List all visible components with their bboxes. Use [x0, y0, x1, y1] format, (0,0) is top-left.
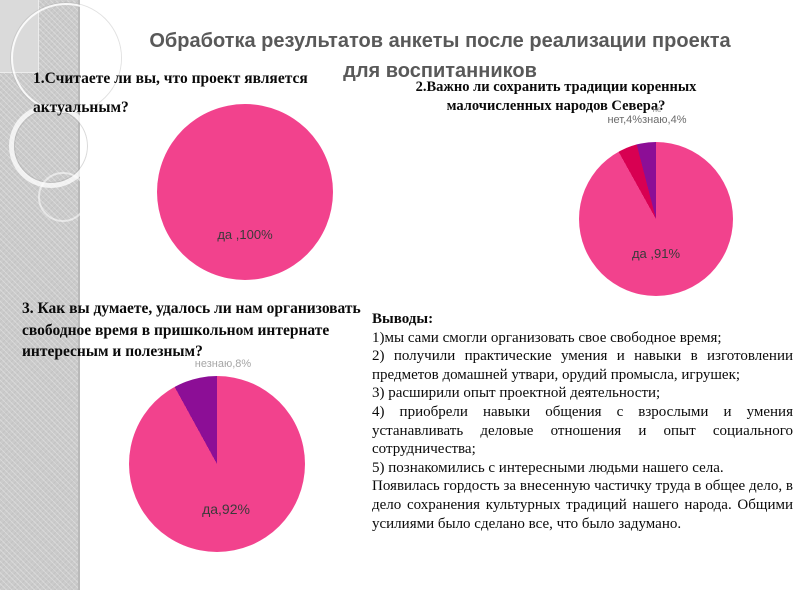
question-3-line-2: свободное время в пришкольном интернате — [22, 321, 330, 339]
pie-chart-3: да,92% — [129, 376, 305, 552]
pie-2-callout-line-1: не — [652, 105, 662, 114]
conclusions-heading: Выводы: — [372, 311, 434, 327]
pie-chart-1: да ,100% — [157, 104, 333, 280]
title-line-2: для воспитанников — [343, 60, 537, 82]
question-1-line-2: актуальным? — [33, 99, 129, 116]
sidebar-decoration — [0, 0, 121, 590]
pie-3-slice-label: да,92% — [202, 501, 250, 517]
conclusions-item: 3) расширили опыт проектной деятельности… — [372, 385, 661, 402]
pie-3-callout-label: незнаю,8% — [194, 358, 252, 370]
pie-2-callout-labels: не нет,4%знаю,4% — [592, 104, 702, 126]
circle-ornament-icon — [38, 172, 88, 222]
conclusions-item: 2) получили практические умения и навыки… — [372, 348, 793, 383]
pie-2-slice-label: да ,91% — [631, 246, 681, 261]
question-2-text: 2.Важно ли сохранить традиции коренных м… — [398, 78, 714, 116]
conclusions-item: 5) познакомились с интересными людьми на… — [372, 459, 724, 476]
title-line-1: Обработка результатов анкеты после реали… — [149, 30, 731, 52]
question-3-line-1: 3. Как вы думаете, удалось ли нам органи… — [22, 300, 361, 317]
question-2-line-2: малочисленных народов Севера? — [446, 98, 666, 114]
question-1-text: 1.Считаете ли вы, что проект является ак… — [33, 64, 343, 122]
conclusions-item: 1)мы сами смогли организовать свое свобо… — [372, 329, 722, 346]
conclusions-closing: Появилась гордость за внесенную частичку… — [372, 478, 793, 532]
conclusions-block: Выводы: 1)мы сами смогли организовать св… — [372, 310, 793, 533]
question-1-line-1: 1.Считаете ли вы, что проект является — [33, 70, 308, 87]
question-2-line-1: 2.Важно ли сохранить традиции коренных — [415, 79, 697, 95]
question-3-text: 3. Как вы думаете, удалось ли нам органи… — [22, 298, 372, 363]
pie-2-callout-line-2: нет,4%знаю,4% — [607, 114, 687, 126]
pie-1-slice-label: да ,100% — [217, 227, 273, 242]
page-title: Обработка результатов анкеты после реали… — [88, 26, 792, 86]
conclusions-item: 4) приобрели навыки общения с взрослыми … — [372, 403, 793, 458]
pie-chart-2: да ,91% — [579, 142, 733, 296]
question-3-line-3: интересным и полезным? — [22, 343, 203, 360]
